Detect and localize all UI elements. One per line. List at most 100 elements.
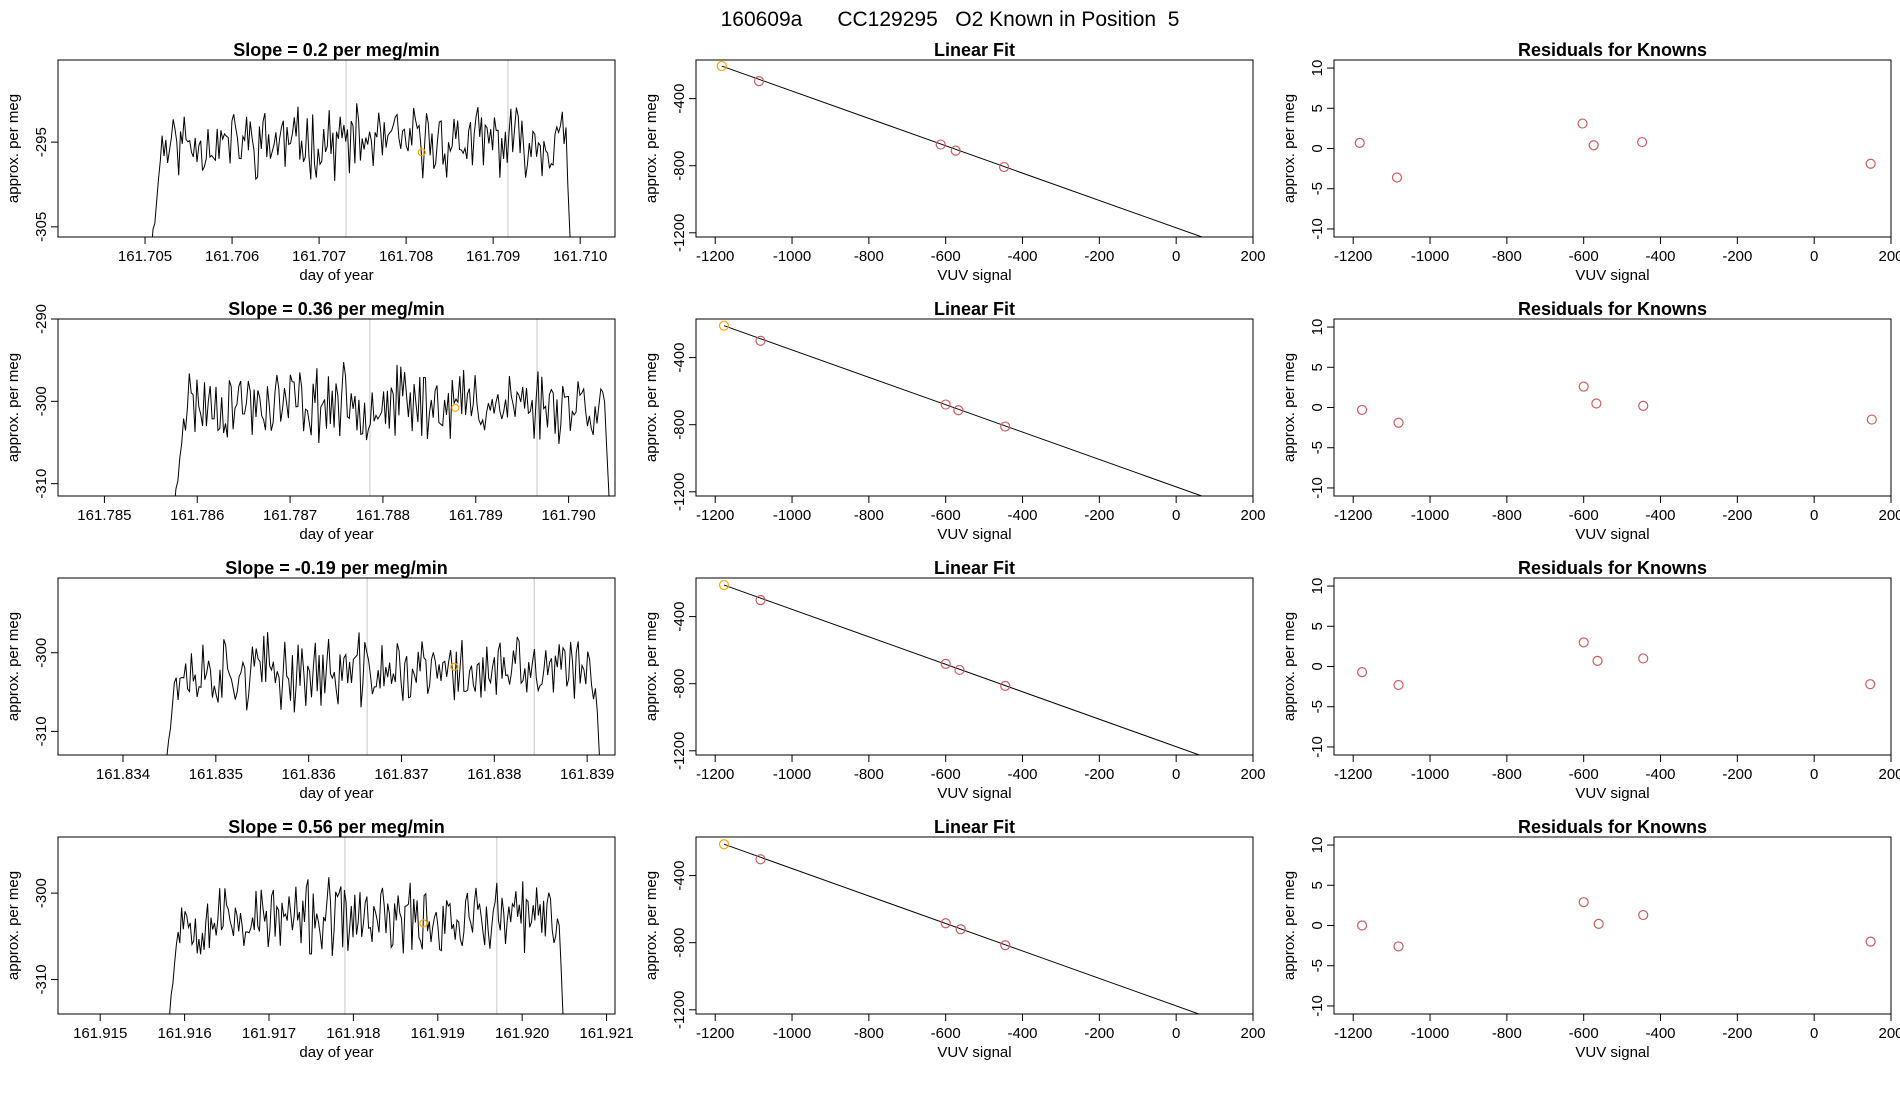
- data-point: [1592, 655, 1603, 666]
- x-tick-label: 161.788: [356, 507, 410, 524]
- x-tick-label: -1000: [773, 248, 811, 265]
- y-tick-label: 10: [1309, 60, 1326, 77]
- plot-frame: [1333, 59, 1892, 238]
- y-tick-label: -800: [671, 669, 688, 699]
- data-point: [718, 839, 730, 850]
- data-point: [1000, 680, 1011, 691]
- panel-2-3: Residuals for Knowns-1200 -1000 -800 -600 -4…: [1281, 299, 1900, 543]
- x-tick-label: 161.838: [467, 766, 521, 783]
- y-tick-label: -1200: [671, 732, 688, 770]
- data-point: [1866, 414, 1877, 425]
- y-axis-label: approx. per meg: [1281, 612, 1298, 721]
- x-tick-label: 161.918: [326, 1025, 380, 1042]
- y-tick-label: 5: [1309, 363, 1326, 371]
- data-point: [1578, 897, 1589, 908]
- x-axis-label: day of year: [299, 1044, 373, 1061]
- x-tick-label: 161.836: [282, 766, 336, 783]
- x-tick-label: -400: [1008, 1025, 1038, 1042]
- y-tick-label: -800: [671, 928, 688, 958]
- plot-area: [718, 579, 1237, 771]
- y-axis-label: approx. per meg: [643, 353, 660, 462]
- x-tick-label: 0: [1172, 248, 1180, 265]
- series-line: [169, 877, 564, 1014]
- y-tick-label: 10: [1309, 837, 1326, 854]
- x-tick-label: -600: [931, 248, 961, 265]
- data-point: [1228, 762, 1237, 771]
- y-tick-label: -400: [671, 602, 688, 632]
- x-tick-label: -600: [1569, 1025, 1599, 1042]
- y-tick-label: -800: [671, 410, 688, 440]
- x-tick-label: -200: [1722, 766, 1752, 783]
- data-point: [1393, 417, 1404, 428]
- panel-title: Residuals for Knowns: [1518, 299, 1707, 319]
- x-tick-label: -200: [1722, 248, 1752, 265]
- x-tick-label: 200: [1878, 766, 1900, 783]
- x-tick-label: -1200: [1334, 507, 1372, 524]
- x-tick-label: -400: [1008, 248, 1038, 265]
- y-axis-label: approx. per meg: [643, 871, 660, 980]
- x-axis-label: VUV signal: [937, 1044, 1011, 1061]
- data-point: [998, 161, 1010, 173]
- y-tick-label: -1200: [671, 473, 688, 511]
- plot-frame: [1333, 577, 1892, 756]
- y-tick-label: -5: [1309, 182, 1326, 195]
- y-axis-label: approx. per meg: [5, 94, 22, 203]
- x-tick-label: -200: [1084, 248, 1114, 265]
- y-tick-label: 5: [1309, 104, 1326, 112]
- plot-area: [169, 837, 564, 1014]
- fit-line: [723, 843, 1201, 1014]
- data-point: [1638, 653, 1649, 664]
- data-point: [1228, 1022, 1237, 1031]
- x-tick-label: -1200: [696, 507, 734, 524]
- data-point: [1636, 136, 1648, 148]
- x-tick-label: 161.835: [189, 766, 243, 783]
- panel-title: Slope = 0.36 per meg/min: [228, 299, 445, 319]
- x-axis-label: VUV signal: [1575, 526, 1649, 543]
- data-point: [935, 139, 946, 150]
- panel-1-2: Linear Fit -1200 -1000 -800 -600 -400 -200 0 200…: [643, 40, 1266, 284]
- data-point: [755, 595, 766, 606]
- data-point: [1865, 936, 1876, 947]
- x-tick-label: 161.790: [541, 507, 595, 524]
- panel-title: Residuals for Knowns: [1518, 558, 1707, 578]
- y-tick-label: -5: [1309, 959, 1326, 972]
- y-tick-label: -310: [33, 964, 50, 994]
- data-point: [940, 918, 951, 929]
- x-tick-label: -800: [1492, 766, 1522, 783]
- data-point: [1356, 404, 1368, 416]
- y-tick-label: -300: [33, 638, 50, 668]
- x-tick-label: -1000: [773, 1025, 811, 1042]
- x-tick-label: 200: [1240, 507, 1265, 524]
- x-tick-label: -1200: [696, 766, 734, 783]
- panel-title: Residuals for Knowns: [1518, 817, 1707, 837]
- x-tick-label: -800: [1492, 507, 1522, 524]
- panel-title: Linear Fit: [934, 40, 1015, 60]
- y-tick-label: -310: [33, 469, 50, 499]
- plot-area: [166, 578, 600, 755]
- x-tick-label: -400: [1008, 766, 1038, 783]
- y-tick-label: 10: [1309, 578, 1326, 595]
- x-tick-label: 161.920: [495, 1025, 549, 1042]
- data-point: [718, 579, 730, 591]
- highlight-point: [450, 662, 459, 671]
- x-axis-label: VUV signal: [937, 267, 1011, 284]
- x-tick-label: 161.705: [118, 248, 172, 265]
- data-point: [1228, 243, 1237, 252]
- y-tick-label: -1200: [671, 214, 688, 252]
- data-point: [1865, 679, 1876, 690]
- x-tick-label: -1200: [1334, 1025, 1372, 1042]
- highlight-point: [451, 403, 460, 413]
- highlight-point: [417, 148, 426, 157]
- highlight-point: [419, 919, 428, 928]
- data-point: [954, 664, 965, 676]
- y-axis-label: approx. per meg: [5, 353, 22, 462]
- plot-area: [718, 839, 1237, 1031]
- plot-frame: [57, 836, 616, 1015]
- y-axis-label: approx. per meg: [5, 871, 22, 980]
- y-tick-label: 0: [1309, 403, 1326, 411]
- y-tick-label: -400: [671, 84, 688, 114]
- data-point: [1865, 158, 1876, 169]
- panel-3-1: Slope = -0.19 per meg/min 161.834 161.835 1…: [5, 558, 616, 802]
- data-point: [1000, 940, 1011, 951]
- data-point: [953, 405, 964, 416]
